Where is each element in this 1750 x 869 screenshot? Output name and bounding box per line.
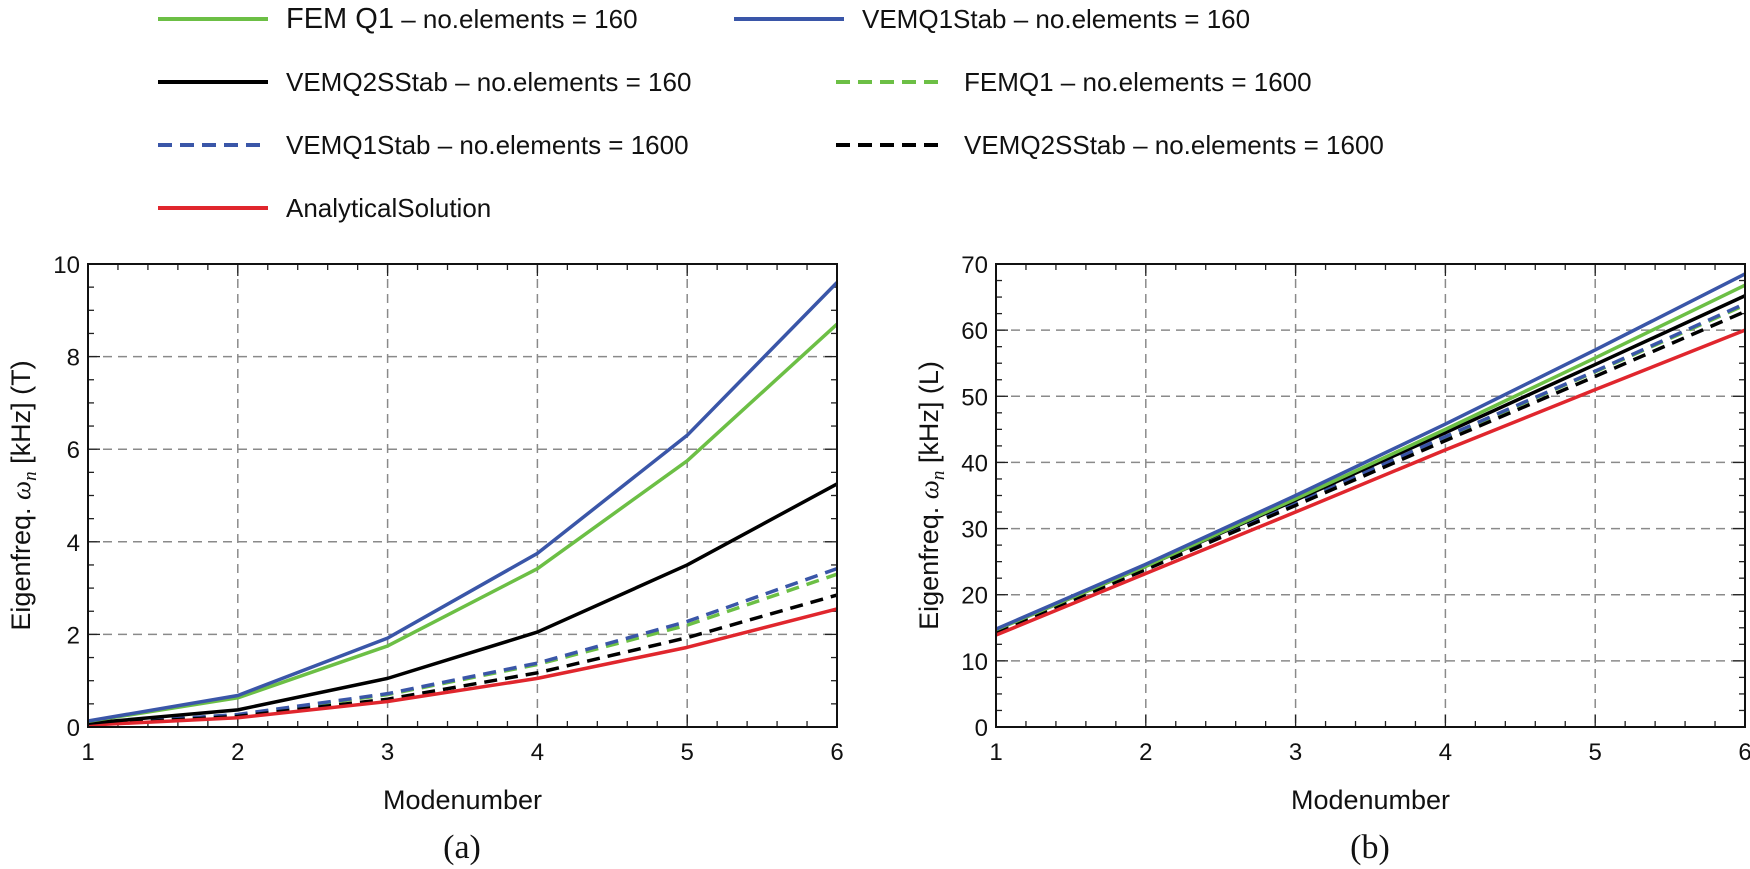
legend-label-vem1_1600: VEMQ1Stab – no.elements = 1600	[286, 130, 689, 160]
legend-name: AnalyticalSolution	[286, 193, 491, 223]
legend-entry-vem1_1600: VEMQ1Stab – no.elements = 1600	[158, 130, 689, 160]
series-line-fem1600	[87, 572, 838, 727]
chart-panel-b: 1 2 3 4 5 6010203040506070ModenumberEigenfreq…	[914, 252, 1750, 866]
legend-suffix: – no.elements = 160	[448, 67, 692, 97]
legend-label-fem160: FEM Q1 – no.elements = 160	[286, 3, 638, 35]
tick-marks	[87, 263, 838, 728]
legend-suffix: – no.elements = 1600	[1054, 67, 1312, 97]
series-line-analytical	[995, 328, 1746, 637]
y-tick-label: 10	[961, 649, 988, 676]
plot-frame	[87, 263, 838, 728]
series-line-vem2_160	[87, 482, 838, 726]
legend-name: VEMQ1Stab	[862, 4, 1007, 34]
series-group	[995, 272, 1746, 637]
series-line-vem2_1600	[995, 310, 1746, 634]
y-tick-label: 2	[67, 622, 80, 649]
series-line-vem1_160	[995, 272, 1746, 631]
y-tick-label: 30	[961, 517, 988, 544]
x-tick-label: 5	[1589, 739, 1602, 766]
y-tick-label: 0	[67, 715, 80, 742]
x-tick-label: 1	[989, 739, 1002, 766]
legend-entry-vem2_160: VEMQ2SStab – no.elements = 160	[158, 67, 691, 97]
y-tick-label: 20	[961, 583, 988, 610]
grid	[996, 264, 1745, 727]
legend-entry-vem2_1600: VEMQ2SStab – no.elements = 1600	[836, 130, 1384, 160]
legend-label-analytical: AnalyticalSolution	[286, 193, 491, 223]
series-group	[87, 281, 839, 727]
legend-name: VEMQ1Stab	[286, 130, 431, 160]
panel-caption: (a)	[443, 829, 481, 866]
legend-suffix: – no.elements = 1600	[431, 130, 689, 160]
x-tick-label: 3	[381, 739, 394, 766]
legend-name: FEM Q1	[286, 3, 394, 35]
legend-suffix: – no.elements = 1600	[1126, 130, 1384, 160]
legend-suffix: – no.elements = 160	[394, 4, 638, 34]
y-tick-label: 8	[67, 345, 80, 372]
plot-frame	[995, 263, 1746, 728]
tick-labels: 1 2 3 4 5 6 0 2 4 6 8 10	[53, 252, 843, 766]
x-tick-label: 2	[1139, 739, 1152, 766]
y-tick-label: 6	[67, 437, 80, 464]
legend-label-vem2_160: VEMQ2SStab – no.elements = 160	[286, 67, 691, 97]
x-tick-label: 6	[1738, 739, 1750, 766]
y-tick-label: 4	[67, 530, 80, 557]
legend-suffix: – no.elements = 160	[1007, 4, 1251, 34]
tick-marks	[995, 263, 1746, 728]
series-line-vem1_1600	[87, 567, 838, 727]
legend-label-fem1600: FEMQ1 – no.elements = 1600	[964, 67, 1312, 97]
legend-name: FEMQ1	[964, 67, 1054, 97]
x-tick-label: 6	[830, 739, 843, 766]
x-tick-label: 4	[531, 739, 544, 766]
x-tick-label: 5	[681, 739, 694, 766]
series-line-fem160	[87, 322, 839, 724]
legend-entry-fem1600: FEMQ1 – no.elements = 1600	[836, 67, 1312, 97]
grid	[88, 264, 837, 727]
legend-name: VEMQ2SStab	[964, 130, 1126, 160]
x-tick-label: 2	[231, 739, 244, 766]
series-line-fem160	[995, 283, 1746, 632]
legend-entry-vem1_160: VEMQ1Stab – no.elements = 160	[734, 4, 1250, 34]
series-line-analytical	[87, 607, 838, 727]
y-tick-label: 0	[975, 715, 988, 742]
x-tick-label: 4	[1439, 739, 1452, 766]
y-tick-label: 10	[53, 252, 80, 279]
legend-name: VEMQ2SStab	[286, 67, 448, 97]
y-tick-label: 50	[961, 384, 988, 411]
legend-label-vem2_1600: VEMQ2SStab – no.elements = 1600	[964, 130, 1384, 160]
y-tick-label: 70	[961, 252, 988, 279]
legend-entry-fem160: FEM Q1 – no.elements = 160	[158, 3, 638, 35]
series-line-vem2_1600	[87, 593, 838, 727]
x-tick-label: 1	[81, 739, 94, 766]
y-axis-label: Eigenfreq. ωn [kHz] (T)	[6, 360, 41, 630]
x-axis-label: Modenumber	[1291, 785, 1450, 815]
legend: FEM Q1 – no.elements = 160 VEMQ1Stab – no…	[158, 3, 1384, 223]
y-tick-label: 40	[961, 450, 988, 477]
legend-entry-analytical: AnalyticalSolution	[158, 193, 491, 223]
y-tick-label: 60	[961, 318, 988, 345]
chart-panel-a: 1 2 3 4 5 6 0 2 4 6 8 10 Modenumber Eigenfreq. ωn [kH…	[6, 252, 844, 866]
series-line-vem1_160	[87, 281, 839, 723]
x-axis-label: Modenumber	[383, 785, 542, 815]
y-axis-label: Eigenfreq. ωn [kHz] (L)	[914, 361, 949, 630]
panel-caption: (b)	[1350, 829, 1390, 866]
legend-label-vem1_160: VEMQ1Stab – no.elements = 160	[862, 4, 1250, 34]
x-tick-label: 3	[1289, 739, 1302, 766]
